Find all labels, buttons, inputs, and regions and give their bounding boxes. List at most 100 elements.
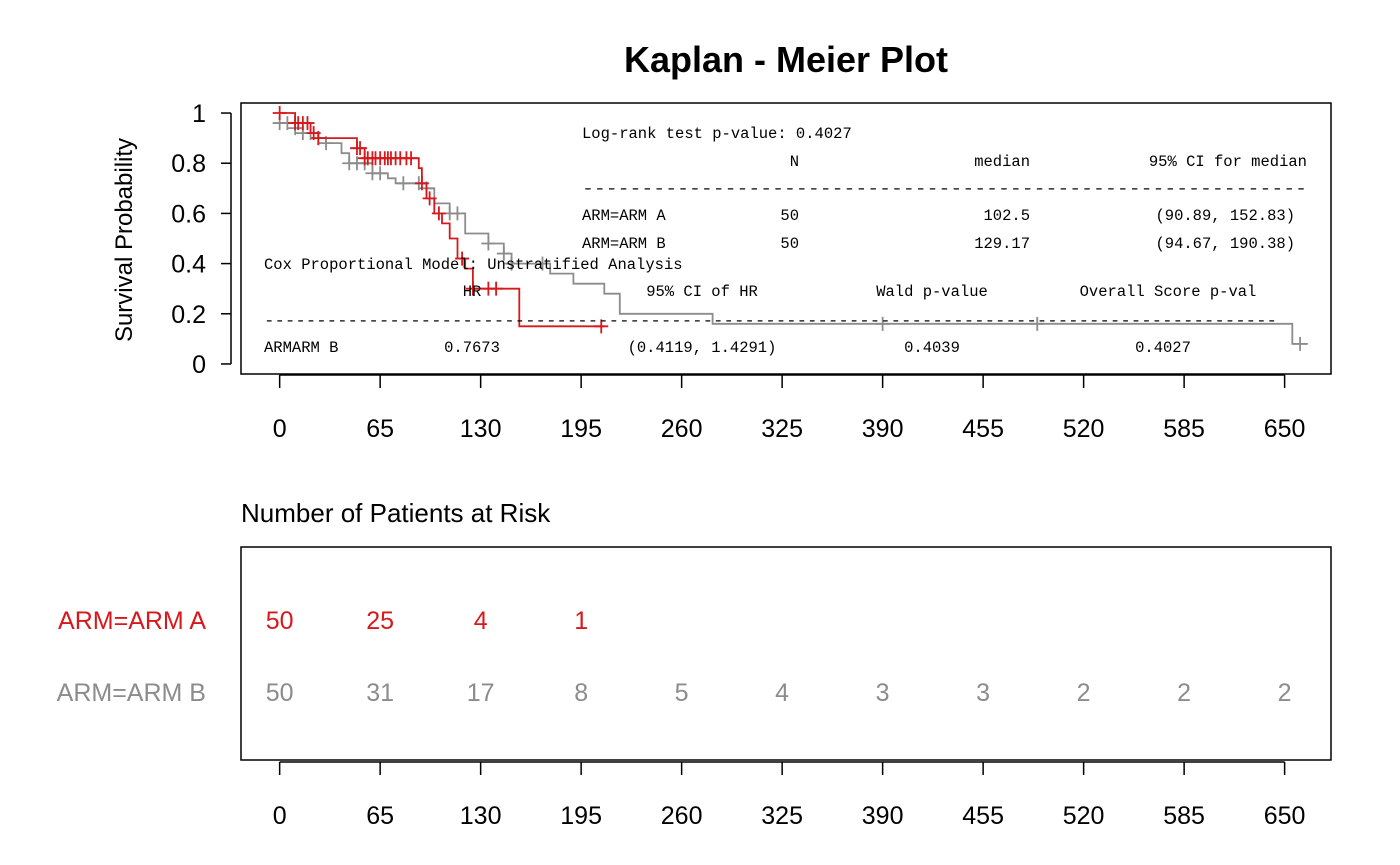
logrank-row-a-n: 50 bbox=[780, 207, 799, 225]
censor-mark bbox=[489, 281, 504, 296]
risk-count: 25 bbox=[366, 607, 394, 635]
risk-count: 50 bbox=[266, 679, 294, 707]
x-tick-label: 325 bbox=[761, 802, 803, 830]
risk-count: 2 bbox=[1278, 679, 1292, 707]
censor-mark bbox=[414, 176, 429, 191]
x-tick-label: 390 bbox=[862, 802, 904, 830]
censor-mark bbox=[1030, 316, 1045, 331]
cox-header-ci: 95% CI of HR bbox=[646, 283, 758, 301]
logrank-row-a-label: ARM=ARM A bbox=[582, 207, 666, 225]
censor-mark bbox=[422, 191, 437, 206]
y-tick-label: 0.4 bbox=[171, 251, 206, 279]
x-tick-label: 130 bbox=[460, 802, 502, 830]
cox-row-label: ARMARM B bbox=[264, 339, 338, 357]
risk-count: 3 bbox=[976, 679, 990, 707]
censor-mark bbox=[300, 116, 315, 131]
x-tick-label: 520 bbox=[1063, 415, 1105, 443]
logrank-annotation: Log-rank test p-value: 0.4027 N median 9… bbox=[582, 125, 1307, 253]
censor-mark bbox=[496, 246, 511, 261]
censor-mark bbox=[431, 206, 446, 221]
risk-count: 17 bbox=[467, 679, 495, 707]
risk-count: 3 bbox=[876, 679, 890, 707]
survival-curves bbox=[272, 106, 1308, 351]
y-tick-label: 0 bbox=[192, 351, 206, 379]
x-tick-label: 455 bbox=[962, 802, 1004, 830]
censor-mark bbox=[535, 256, 550, 271]
risk-table-title: Number of Patients at Risk bbox=[241, 498, 551, 528]
x-tick-label: 325 bbox=[761, 415, 803, 443]
y-tick-label: 0.6 bbox=[171, 200, 206, 228]
censor-mark bbox=[594, 319, 609, 334]
y-tick-label: 1 bbox=[192, 100, 206, 128]
censor-mark bbox=[373, 166, 388, 181]
logrank-pvalue: Log-rank test p-value: 0.4027 bbox=[582, 125, 852, 143]
x-tick-label: 0 bbox=[273, 802, 287, 830]
series-0 bbox=[272, 106, 609, 334]
cox-row-score: 0.4027 bbox=[1135, 339, 1191, 357]
censor-mark bbox=[311, 131, 326, 146]
logrank-divider: ----------------------------------------… bbox=[582, 180, 1307, 198]
risk-count: 4 bbox=[775, 679, 789, 707]
x-tick-label: 65 bbox=[366, 802, 394, 830]
x-tick-label: 65 bbox=[366, 415, 394, 443]
risk-count: 50 bbox=[266, 607, 294, 635]
x-axis-bottom: 0 65 130 195 260 325 390 455 520 585 650 bbox=[273, 761, 1306, 830]
plot-frame bbox=[240, 102, 1332, 375]
censor-mark bbox=[396, 176, 411, 191]
risk-row-label: ARM=ARM B bbox=[57, 679, 206, 707]
logrank-header-n: N bbox=[790, 153, 799, 171]
censor-mark bbox=[455, 251, 470, 266]
series-1 bbox=[272, 116, 1308, 351]
cox-row-wald: 0.4039 bbox=[904, 339, 960, 357]
x-tick-label: 585 bbox=[1163, 802, 1205, 830]
logrank-row-b-median: 129.17 bbox=[974, 235, 1030, 253]
chart-title: Kaplan - Meier Plot bbox=[624, 39, 948, 80]
y-tick-label: 0.8 bbox=[171, 150, 206, 178]
logrank-header-median: median bbox=[974, 153, 1030, 171]
x-tick-label: 650 bbox=[1264, 415, 1306, 443]
logrank-row-b-label: ARM=ARM B bbox=[582, 235, 666, 253]
risk-count: 2 bbox=[1077, 679, 1091, 707]
x-tick-label: 130 bbox=[460, 415, 502, 443]
x-tick-label: 455 bbox=[962, 415, 1004, 443]
risk-table-rows: ARM=ARM A 50 25 4 1 ARM=ARM B 50 31 17 8 5 4 3 3 2 2 2 bbox=[57, 607, 1292, 707]
cox-header-hr: HR bbox=[463, 283, 482, 301]
risk-count: 4 bbox=[474, 607, 488, 635]
censor-mark bbox=[504, 256, 519, 271]
x-tick-label: 390 bbox=[862, 415, 904, 443]
x-axis-top: 0 65 130 195 260 325 390 455 520 585 650 bbox=[273, 374, 1306, 443]
x-tick-label: 650 bbox=[1264, 802, 1306, 830]
logrank-row-a-median: 102.5 bbox=[983, 207, 1030, 225]
censor-mark bbox=[875, 316, 890, 331]
y-axis: 0 0.2 0.4 0.6 0.8 1 bbox=[171, 100, 232, 379]
censor-mark bbox=[404, 151, 419, 166]
censor-mark bbox=[1293, 336, 1308, 351]
x-tick-label: 0 bbox=[273, 415, 287, 443]
censor-mark bbox=[353, 141, 368, 156]
x-tick-label: 260 bbox=[661, 802, 703, 830]
x-tick-label: 195 bbox=[560, 415, 602, 443]
series-line-0 bbox=[279, 112, 605, 328]
censor-mark bbox=[465, 281, 480, 296]
logrank-row-a-ci: (90.89, 152.83) bbox=[1155, 207, 1295, 225]
cox-divider: ----------------------------------------… bbox=[264, 312, 1277, 330]
risk-row-label: ARM=ARM A bbox=[58, 607, 206, 635]
cox-row-hr: 0.7673 bbox=[444, 339, 500, 357]
risk-count: 1 bbox=[574, 607, 588, 635]
cox-annotation: Cox Proportional Model: Unstratified Ana… bbox=[264, 256, 1277, 357]
x-tick-label: 585 bbox=[1163, 415, 1205, 443]
y-tick-label: 0.2 bbox=[171, 301, 206, 329]
risk-count: 2 bbox=[1177, 679, 1191, 707]
x-tick-label: 260 bbox=[661, 415, 703, 443]
censor-mark bbox=[450, 206, 465, 221]
censor-mark bbox=[481, 236, 496, 251]
risk-table-frame bbox=[240, 546, 1332, 761]
censor-mark bbox=[272, 106, 287, 121]
logrank-row-b-ci: (94.67, 190.38) bbox=[1155, 235, 1295, 253]
risk-count: 8 bbox=[574, 679, 588, 707]
risk-count: 5 bbox=[675, 679, 689, 707]
risk-count: 31 bbox=[366, 679, 394, 707]
y-axis-label: Survival Probability bbox=[111, 138, 138, 342]
cox-header-score: Overall Score p-val bbox=[1080, 283, 1257, 301]
